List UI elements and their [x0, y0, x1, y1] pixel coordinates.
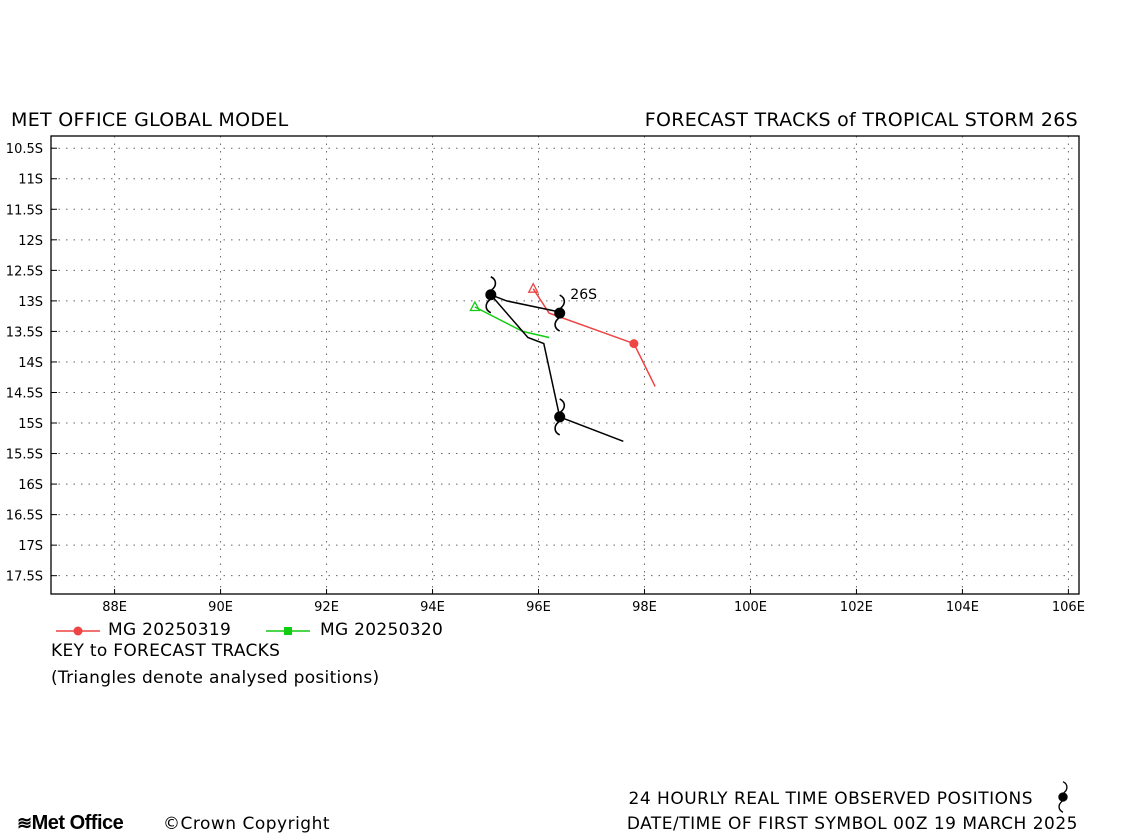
y-tick-label: 11.5S — [6, 203, 43, 218]
y-tick-label: 17S — [18, 539, 43, 554]
analysed-position-2 — [469, 300, 481, 312]
storm-arm — [1062, 781, 1068, 794]
map-labels: 26S — [570, 287, 597, 303]
y-tick-label: 14S — [18, 356, 43, 371]
storm-core — [554, 411, 566, 423]
observed-symbol-key — [1058, 781, 1068, 813]
y-tick-label: 14.5S — [6, 386, 43, 401]
storm-arm — [554, 317, 561, 332]
first-symbol-date: DATE/TIME OF FIRST SYMBOL 00Z 19 MARCH 2… — [626, 814, 1078, 834]
chart-title: FORECAST TRACKS of TROPICAL STORM 26S — [644, 109, 1078, 131]
x-tick-label: 100E — [734, 600, 767, 615]
y-tick-label: 13.5S — [6, 325, 43, 340]
x-tick-label: 98E — [632, 600, 657, 615]
storm-arm — [490, 276, 497, 291]
storm-core — [1058, 792, 1068, 802]
x-tick-label: 102E — [840, 600, 873, 615]
storm-arm — [559, 398, 566, 413]
tropical-storm-icon — [485, 276, 497, 314]
legend — [56, 626, 310, 636]
y-tick-label: 11S — [18, 173, 43, 188]
x-tick-label: 92E — [314, 600, 339, 615]
tropical-storm-icon — [554, 398, 566, 436]
y-tick-label: 10.5S — [6, 142, 43, 157]
observed-storm-icon — [1058, 781, 1068, 813]
legend-label-2: MG 20250320 — [320, 620, 444, 640]
met-office-logo: ≋Met Office — [17, 812, 124, 835]
forecast-track-1 — [532, 288, 656, 387]
y-tick-label: 16S — [18, 478, 43, 493]
axis-ticks: 88E 90E 92E 94E 96E 98E 100E 102E 104E 106E 10.5S 1… — [6, 142, 1085, 615]
storm-name-label: 26S — [570, 287, 597, 303]
y-tick-label: 12.5S — [6, 264, 43, 279]
storm-core — [485, 289, 497, 301]
legend-marker-2 — [284, 627, 292, 635]
storm-arm — [1058, 800, 1064, 813]
storm-core — [554, 307, 566, 319]
legend-label-1: MG 20250319 — [108, 620, 232, 640]
y-tick-label: 12S — [18, 234, 43, 249]
x-tick-label: 88E — [102, 600, 127, 615]
forecast-track-2 — [474, 306, 550, 339]
y-tick-label: 15S — [18, 417, 43, 432]
tracks — [469, 276, 656, 443]
y-tick-label: 15.5S — [6, 448, 43, 463]
x-tick-label: 104E — [946, 600, 979, 615]
key-note: (Triangles denote analysed positions) — [51, 668, 380, 688]
legend-marker-1 — [73, 626, 83, 636]
x-tick-label: 94E — [420, 600, 445, 615]
grid-lines — [51, 136, 1079, 594]
copyright-text: ©Crown Copyright — [163, 814, 331, 834]
y-tick-label: 17.5S — [6, 570, 43, 585]
storm-arm — [485, 299, 492, 314]
x-tick-label: 96E — [526, 600, 551, 615]
logo-text: Met Office — [31, 812, 124, 834]
forecast-point-1 — [629, 339, 639, 349]
analysed-position-1 — [527, 282, 539, 293]
y-tick-label: 16.5S — [6, 509, 43, 524]
tropical-storm-icon — [554, 294, 566, 332]
y-tick-label: 13S — [18, 295, 43, 310]
x-tick-label: 106E — [1052, 600, 1085, 615]
plot-frame — [50, 135, 1080, 595]
storm-arm — [554, 421, 561, 436]
key-title: KEY to FORECAST TRACKS — [51, 641, 281, 661]
logo-wave-icon: ≋ — [17, 813, 32, 833]
observed-positions-label: 24 HOURLY REAL TIME OBSERVED POSITIONS — [628, 789, 1033, 809]
storm-arm — [559, 294, 566, 309]
x-tick-label: 90E — [208, 600, 233, 615]
model-title: MET OFFICE GLOBAL MODEL — [11, 109, 289, 131]
